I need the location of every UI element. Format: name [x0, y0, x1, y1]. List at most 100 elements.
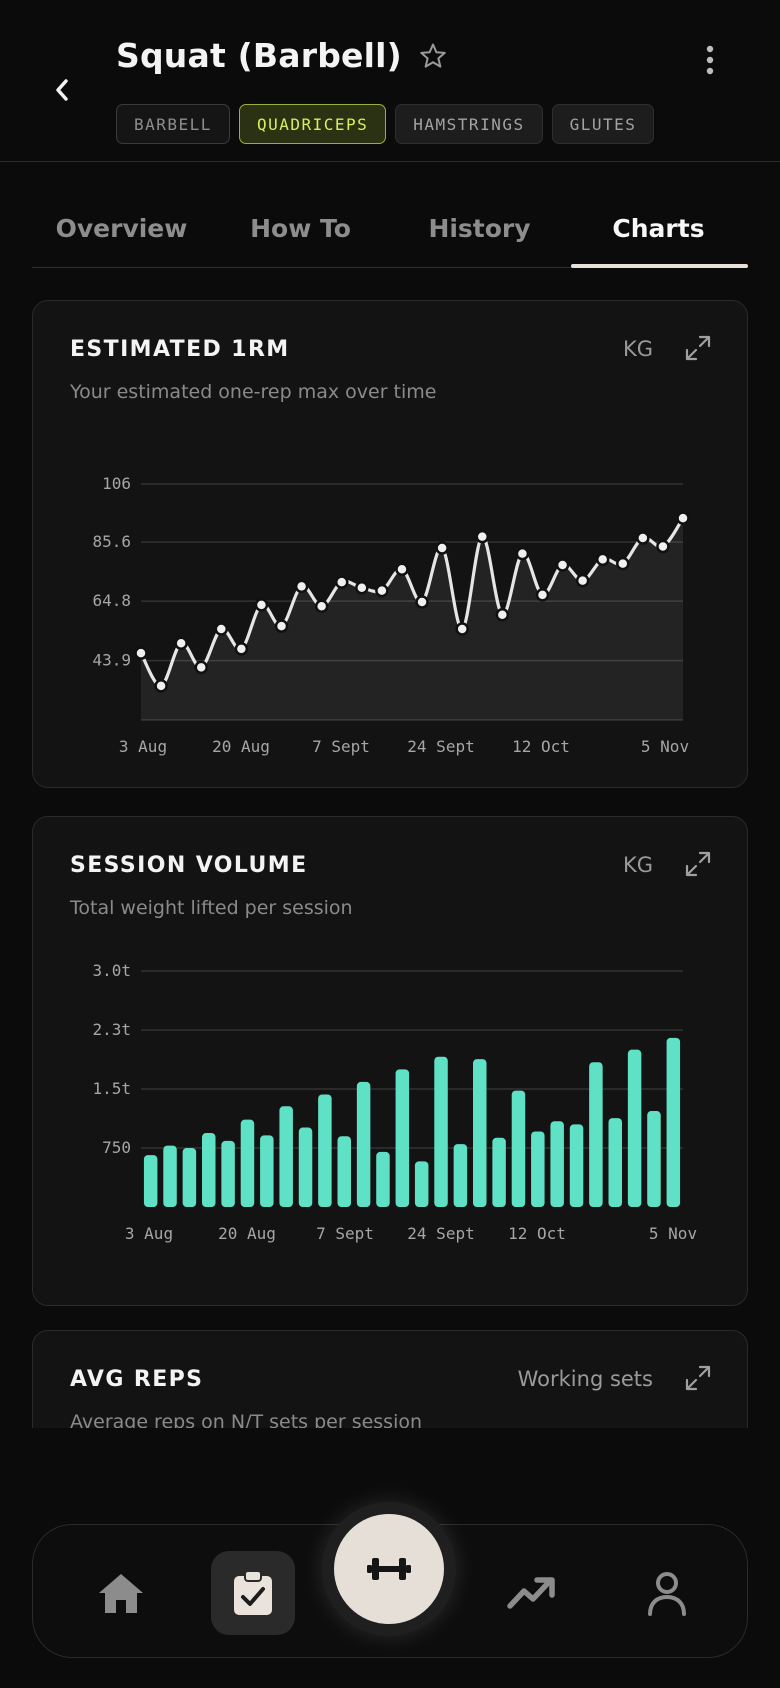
clipboard-check-icon [234, 1570, 272, 1615]
data-point [616, 556, 630, 571]
nav-workouts[interactable] [211, 1551, 295, 1635]
data-point [395, 562, 409, 577]
volume-bar [589, 1062, 603, 1207]
estimated-1rm-chart: 106 85.6 64.8 43.9 3 Aug 20 Aug 7 Sept 24 Sept 1… [92, 474, 690, 756]
y-tick-label: 43.9 [92, 651, 131, 670]
data-point [234, 642, 249, 656]
volume-bar [647, 1111, 661, 1207]
data-point [254, 598, 269, 612]
x-tick-label: 5 Nov [641, 737, 689, 756]
data-point [134, 646, 148, 660]
volume-bar [569, 1124, 584, 1207]
volume-bar [279, 1106, 293, 1207]
expand-icon [685, 1365, 711, 1391]
tab-how-to[interactable]: How To [250, 214, 351, 243]
data-point [154, 679, 168, 693]
data-point [475, 529, 490, 544]
data-point [314, 599, 329, 614]
area-fill [141, 518, 683, 720]
volume-bar [608, 1118, 622, 1207]
expand-icon [685, 851, 711, 877]
more-vert-icon [706, 45, 714, 75]
nav-profile[interactable] [627, 1553, 707, 1633]
volume-bar [511, 1090, 526, 1207]
volume-bar [318, 1094, 332, 1207]
tag-barbell[interactable]: BARBELL [116, 104, 230, 144]
expand-icon [685, 335, 711, 361]
card-title: SESSION VOLUME [70, 853, 308, 878]
estimated-1rm-card: 106 85.6 64.8 43.9 3 Aug 20 Aug 7 Sept 24 Sept 1… [32, 300, 748, 788]
data-point [415, 595, 429, 609]
data-point [535, 588, 550, 602]
avg-reps-card: AVG REPS Average reps on N/T sets per se… [32, 1330, 748, 1428]
expand-button[interactable] [683, 333, 713, 363]
session-volume-card: 3.0t 2.3t 1.5t 750 3 Aug 20 Aug 7 Sept 24 Sept 1… [32, 816, 748, 1306]
x-tick-label: 5 Nov [649, 1224, 697, 1243]
y-tick-label: 3.0t [92, 961, 131, 980]
back-button[interactable] [44, 70, 80, 110]
dumbbell-icon [367, 1558, 411, 1580]
x-tick-label: 7 Sept [316, 1224, 374, 1243]
data-point [555, 558, 570, 572]
tag-glutes[interactable]: GLUTES [551, 104, 655, 144]
nav-progress[interactable] [491, 1553, 571, 1633]
volume-bar [453, 1144, 468, 1207]
data-point [676, 511, 690, 525]
y-tick-label: 85.6 [92, 532, 131, 551]
data-point [274, 619, 289, 633]
start-workout-button[interactable] [334, 1514, 444, 1624]
volume-bar [414, 1161, 429, 1207]
volume-bar [550, 1121, 564, 1207]
data-point [515, 546, 530, 561]
data-point [355, 581, 369, 595]
x-tick-label: 12 Oct [508, 1224, 566, 1243]
unit-label: Working sets [517, 1367, 653, 1391]
home-icon [99, 1574, 143, 1613]
data-point [435, 541, 449, 555]
data-point [334, 575, 349, 589]
volume-bar [143, 1155, 158, 1207]
volume-bar [666, 1037, 681, 1207]
x-tick-label: 20 Aug [218, 1224, 276, 1243]
nav-home[interactable] [81, 1553, 161, 1633]
tab-charts[interactable]: Charts [569, 198, 748, 268]
x-tick-label: 3 Aug [125, 1224, 173, 1243]
data-point [375, 583, 389, 598]
card-title: AVG REPS [70, 1367, 204, 1392]
tag-quadriceps[interactable]: QUADRICEPS [238, 104, 387, 144]
tab-overview[interactable]: Overview [55, 214, 188, 243]
card-title: ESTIMATED 1RM [70, 337, 290, 362]
volume-bar [240, 1119, 255, 1207]
favorite-button[interactable] [416, 39, 450, 73]
tag-hamstrings[interactable]: HAMSTRINGS [395, 104, 543, 144]
volume-bar [221, 1140, 235, 1207]
unit-label: KG [622, 337, 653, 361]
data-point [194, 660, 208, 675]
y-tick-label: 750 [102, 1138, 131, 1157]
volume-bar [202, 1133, 216, 1207]
data-point [294, 579, 309, 594]
y-tick-label: 64.8 [92, 591, 131, 610]
volume-bar [376, 1151, 390, 1207]
card-subtitle: Your estimated one-rep max over time [70, 381, 437, 403]
y-tick-label: 1.5t [92, 1079, 131, 1098]
volume-bar [395, 1069, 410, 1207]
volume-bar [337, 1136, 351, 1207]
more-options-button[interactable] [696, 40, 724, 80]
data-point [575, 573, 590, 588]
tab-history[interactable]: History [428, 214, 531, 243]
volume-bar [182, 1148, 197, 1207]
data-point [656, 539, 670, 554]
volume-bar [627, 1049, 642, 1207]
expand-button[interactable] [683, 1363, 713, 1393]
data-point [455, 622, 469, 636]
card-subtitle: Average reps on N/T sets per session [70, 1411, 423, 1428]
trending-up-icon [507, 1577, 555, 1609]
charts-scroll-area[interactable]: 106 85.6 64.8 43.9 3 Aug 20 Aug 7 Sept 24 Sept 1… [0, 268, 780, 1428]
volume-bar [492, 1137, 506, 1207]
exercise-title: Squat (Barbell) [116, 36, 402, 75]
volume-bar [531, 1131, 545, 1207]
data-point [214, 622, 229, 636]
volume-bar [260, 1135, 274, 1207]
expand-button[interactable] [683, 849, 713, 879]
